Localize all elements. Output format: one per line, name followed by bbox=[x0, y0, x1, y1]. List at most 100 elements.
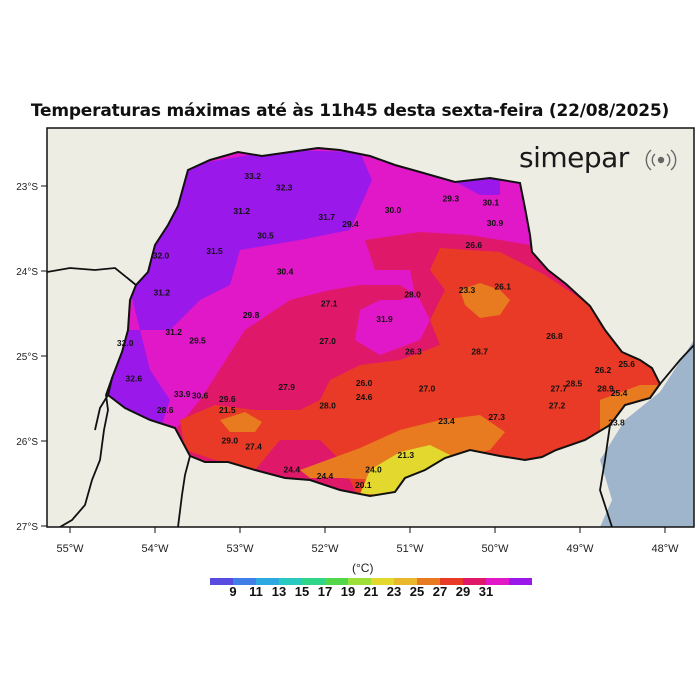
color-scale-swatch bbox=[325, 578, 348, 585]
station-value-label: 29.0 bbox=[222, 436, 239, 446]
station-value-label: 29.8 bbox=[243, 310, 260, 320]
lon-tick-label: 52°W bbox=[311, 543, 339, 555]
lon-tick-label: 55°W bbox=[56, 543, 84, 555]
station-value-label: 32.6 bbox=[126, 374, 143, 384]
zone-23-25-south bbox=[300, 415, 505, 480]
station-value-label: 30.6 bbox=[192, 391, 209, 401]
lat-tick-label: 27°S bbox=[16, 522, 38, 533]
color-scale-swatch bbox=[440, 578, 463, 585]
station-value-label: 28.5 bbox=[566, 379, 583, 389]
zone-21-23 bbox=[360, 445, 450, 495]
station-value-label: 29.5 bbox=[189, 335, 206, 345]
color-scale-swatch bbox=[463, 578, 486, 585]
lon-tick-label: 50°W bbox=[481, 543, 509, 555]
station-value-label: 30.9 bbox=[487, 218, 504, 228]
station-value-label: 33.9 bbox=[174, 389, 191, 399]
color-scale-labels: 9 11 13 15 17 19 21 23 25 27 29 31 bbox=[210, 584, 532, 600]
station-value-label: 31.5 bbox=[206, 246, 223, 256]
station-value-label: 27.3 bbox=[488, 412, 505, 422]
station-value-label: 31.2 bbox=[154, 288, 171, 298]
color-scale-swatch bbox=[486, 578, 509, 585]
station-value-label: 33.2 bbox=[244, 171, 261, 181]
color-scale-label: 25 bbox=[409, 584, 425, 599]
color-scale-label: 11 bbox=[249, 584, 263, 599]
station-value-label: 24.4 bbox=[317, 471, 334, 481]
neighbor-borders bbox=[47, 267, 694, 527]
station-value-label: 31.2 bbox=[233, 206, 250, 216]
simepar-logo: simepar bbox=[519, 141, 629, 174]
station-value-label: 26.2 bbox=[595, 365, 612, 375]
station-value-label: 27.1 bbox=[321, 299, 338, 309]
color-scale-swatch bbox=[210, 578, 233, 585]
station-value-label: 31.9 bbox=[376, 314, 393, 324]
station-value-label: 32.0 bbox=[117, 338, 134, 348]
station-value-label: 26.8 bbox=[546, 331, 563, 341]
color-scale-label: 27 bbox=[432, 584, 448, 599]
lat-tick-label: 25°S bbox=[16, 352, 38, 363]
station-value-label: 30.5 bbox=[257, 231, 274, 241]
lon-tick-label: 54°W bbox=[141, 543, 169, 555]
station-value-label: 30.1 bbox=[483, 198, 500, 208]
station-value-label: 21.3 bbox=[398, 450, 415, 460]
station-value-label: 31.7 bbox=[318, 212, 335, 222]
legend-unit: (°C) bbox=[352, 561, 374, 575]
station-value-label: 27.0 bbox=[419, 384, 436, 394]
lon-tick-label: 49°W bbox=[566, 543, 594, 555]
station-value-label: 30.0 bbox=[385, 205, 402, 215]
station-value-label: 21.5 bbox=[219, 405, 236, 415]
station-value-label: 24.6 bbox=[356, 392, 373, 402]
color-scale-label: 19 bbox=[340, 584, 356, 599]
station-value-label: 28.6 bbox=[157, 405, 174, 415]
station-value-label: 26.3 bbox=[405, 346, 422, 356]
station-value-label: 32.0 bbox=[153, 250, 170, 260]
station-value-label: 26.6 bbox=[466, 240, 483, 250]
station-value-label: 27.9 bbox=[278, 382, 295, 392]
station-value-label: 23.8 bbox=[608, 418, 625, 428]
station-value-label: 23.3 bbox=[459, 285, 476, 295]
color-scale-swatch bbox=[394, 578, 417, 585]
station-value-label: 32.3 bbox=[276, 182, 293, 192]
color-scale-label: 21 bbox=[363, 584, 379, 599]
zone-23-25-west bbox=[220, 412, 262, 432]
station-value-label: 26.1 bbox=[494, 282, 511, 292]
station-value-label: 27.2 bbox=[549, 401, 566, 411]
station-value-label: 26.0 bbox=[356, 378, 373, 388]
color-scale-swatch bbox=[371, 578, 394, 585]
ocean-area bbox=[600, 340, 694, 527]
station-value-label: 27.0 bbox=[319, 336, 336, 346]
zone-25-27 bbox=[180, 248, 660, 496]
color-scale-label: 9 bbox=[229, 584, 237, 599]
station-value-label: 31.2 bbox=[165, 327, 182, 337]
station-values: 33.2 32.3 31.2 31.7 29.4 30.0 29.3 30.1 30.9 30.5… bbox=[117, 171, 635, 490]
station-value-label: 20.1 bbox=[355, 480, 372, 490]
station-value-label: 28.9 bbox=[597, 384, 614, 394]
color-scale-swatch bbox=[233, 578, 256, 585]
color-scale-label: 29 bbox=[455, 584, 471, 599]
lon-tick-label: 51°W bbox=[396, 543, 424, 555]
station-value-label: 28.7 bbox=[471, 346, 488, 356]
lat-tick-label: 24°S bbox=[16, 267, 38, 278]
color-scale-bar bbox=[210, 578, 532, 585]
lat-axis: 23°S 24°S 25°S 26°S 27°S bbox=[16, 182, 47, 533]
station-value-label: 24.0 bbox=[365, 465, 382, 475]
lon-tick-label: 48°W bbox=[651, 543, 679, 555]
lat-tick-label: 23°S bbox=[16, 182, 38, 193]
color-scale-label: 23 bbox=[386, 584, 402, 599]
lat-tick-label: 26°S bbox=[16, 437, 38, 448]
station-value-label: 30.4 bbox=[277, 266, 294, 276]
color-scale-swatch bbox=[279, 578, 302, 585]
station-value-label: 29.6 bbox=[219, 394, 236, 404]
radio-waves-icon bbox=[645, 149, 677, 171]
station-value-label: 25.6 bbox=[618, 359, 635, 369]
station-value-label: 24.4 bbox=[284, 465, 301, 475]
color-scale-swatch bbox=[509, 578, 532, 585]
zone-23-25-center bbox=[460, 283, 510, 318]
map-frame bbox=[46, 127, 695, 528]
station-value-label: 27.7 bbox=[551, 384, 568, 394]
color-scale-label: 17 bbox=[317, 584, 333, 599]
color-scale-swatch bbox=[348, 578, 371, 585]
color-scale-label: 31 bbox=[478, 584, 494, 599]
color-scale-label: 15 bbox=[294, 584, 310, 599]
map-title: Temperaturas máximas até às 11h45 desta … bbox=[30, 101, 670, 121]
